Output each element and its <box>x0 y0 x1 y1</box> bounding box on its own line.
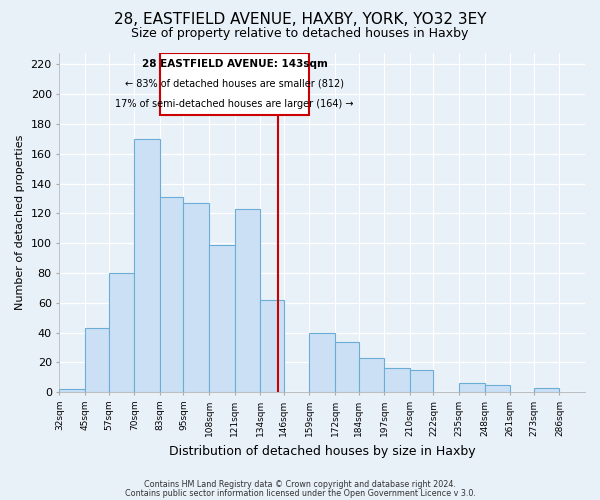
Bar <box>260 300 284 392</box>
Y-axis label: Number of detached properties: Number of detached properties <box>15 134 25 310</box>
Bar <box>235 209 260 392</box>
Text: Size of property relative to detached houses in Haxby: Size of property relative to detached ho… <box>131 28 469 40</box>
Bar <box>310 332 335 392</box>
Bar <box>109 273 134 392</box>
Bar <box>85 328 109 392</box>
Text: ← 83% of detached houses are smaller (812): ← 83% of detached houses are smaller (81… <box>125 79 344 89</box>
Bar <box>184 203 209 392</box>
Bar <box>359 358 384 392</box>
Bar <box>384 368 410 392</box>
Bar <box>335 342 359 392</box>
Text: 28 EASTFIELD AVENUE: 143sqm: 28 EASTFIELD AVENUE: 143sqm <box>142 59 328 69</box>
Text: 17% of semi-detached houses are larger (164) →: 17% of semi-detached houses are larger (… <box>115 99 354 109</box>
Bar <box>209 244 235 392</box>
Text: 28, EASTFIELD AVENUE, HAXBY, YORK, YO32 3EY: 28, EASTFIELD AVENUE, HAXBY, YORK, YO32 … <box>114 12 486 28</box>
Text: Contains public sector information licensed under the Open Government Licence v : Contains public sector information licen… <box>125 488 475 498</box>
Bar <box>160 197 184 392</box>
Bar <box>485 384 510 392</box>
Bar <box>134 139 160 392</box>
Bar <box>59 389 85 392</box>
Bar <box>410 370 433 392</box>
FancyBboxPatch shape <box>160 52 310 115</box>
Bar <box>459 383 485 392</box>
X-axis label: Distribution of detached houses by size in Haxby: Distribution of detached houses by size … <box>169 444 476 458</box>
Bar <box>534 388 559 392</box>
Text: Contains HM Land Registry data © Crown copyright and database right 2024.: Contains HM Land Registry data © Crown c… <box>144 480 456 489</box>
